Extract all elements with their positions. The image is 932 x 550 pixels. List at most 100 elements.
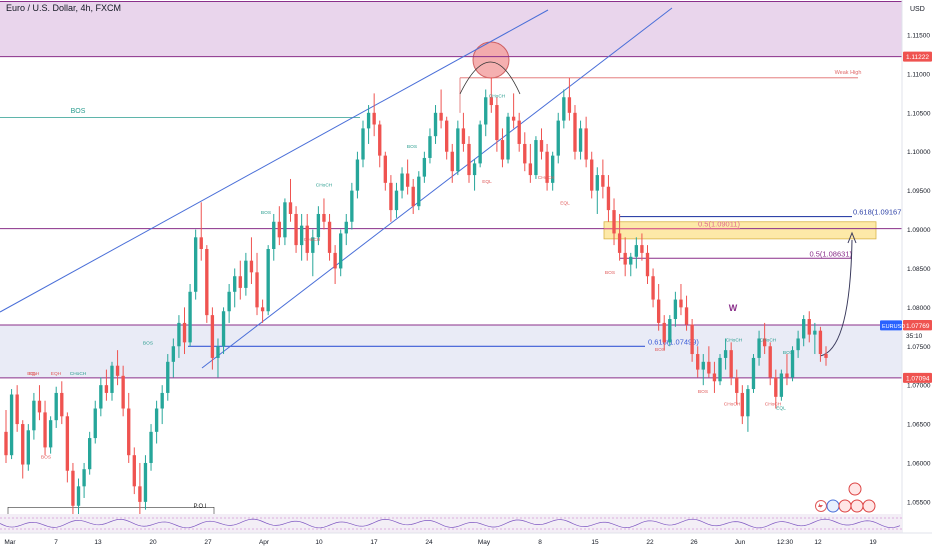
candle bbox=[478, 120, 482, 168]
candle bbox=[556, 112, 560, 164]
candle bbox=[154, 400, 159, 444]
candle-body bbox=[623, 252, 627, 265]
candle bbox=[467, 136, 471, 183]
candle bbox=[149, 424, 153, 471]
candle bbox=[199, 202, 203, 261]
candle bbox=[205, 245, 209, 323]
candle-body bbox=[545, 151, 549, 183]
candle-body bbox=[405, 173, 410, 187]
candle-body bbox=[143, 462, 148, 502]
candle-body bbox=[735, 377, 739, 393]
candle-body bbox=[333, 252, 337, 269]
candle-body bbox=[104, 385, 109, 393]
candle bbox=[65, 412, 70, 483]
candle-body bbox=[54, 392, 58, 421]
candle bbox=[813, 322, 817, 355]
candle-body bbox=[366, 112, 371, 129]
candle-body bbox=[511, 116, 516, 121]
candle-body bbox=[149, 431, 153, 463]
structure-label: BOS bbox=[698, 389, 708, 395]
candle-body bbox=[590, 159, 594, 191]
candle bbox=[612, 198, 616, 246]
candle bbox=[355, 151, 360, 199]
candle-body bbox=[76, 486, 81, 506]
candle bbox=[802, 315, 806, 347]
candle-body bbox=[578, 128, 583, 152]
candle-body bbox=[417, 176, 421, 207]
candle bbox=[690, 319, 694, 362]
candle-body bbox=[696, 354, 700, 370]
candle bbox=[779, 369, 784, 401]
candle-body bbox=[656, 299, 661, 323]
candle-body bbox=[299, 225, 304, 246]
candle-body bbox=[523, 143, 527, 164]
candle-body bbox=[450, 151, 454, 172]
candle bbox=[768, 342, 772, 386]
candle bbox=[249, 237, 254, 285]
candle bbox=[15, 385, 19, 432]
candle-body bbox=[651, 276, 655, 300]
annotation-label: BOS bbox=[71, 108, 86, 115]
candle bbox=[534, 136, 538, 179]
candle bbox=[445, 116, 449, 160]
candle bbox=[539, 128, 544, 160]
candle-body bbox=[484, 97, 488, 125]
candle-body bbox=[400, 173, 404, 191]
time-tick-label: 19 bbox=[869, 539, 877, 546]
candle bbox=[400, 167, 404, 199]
candle-body bbox=[411, 186, 415, 207]
structure-label: CHoCH bbox=[765, 401, 782, 407]
time-tick-label: 27 bbox=[204, 539, 212, 546]
candle bbox=[679, 284, 683, 316]
candle-body bbox=[15, 394, 19, 425]
candle bbox=[584, 116, 588, 168]
price-tick-label: 1.09500 bbox=[907, 188, 931, 195]
price-tick-label: 1.08500 bbox=[907, 266, 931, 273]
candle-body bbox=[322, 213, 326, 222]
candle bbox=[774, 369, 778, 409]
economic-events-icons[interactable] bbox=[815, 482, 876, 513]
oscillator-panel bbox=[0, 514, 902, 533]
candle bbox=[177, 315, 181, 358]
time-tick-label: 17 bbox=[370, 539, 378, 546]
candle-body bbox=[785, 373, 789, 378]
candle-body bbox=[768, 346, 772, 378]
candle-body bbox=[288, 202, 293, 214]
candle-body bbox=[796, 338, 800, 351]
candle-body bbox=[779, 373, 784, 397]
candle-body bbox=[166, 361, 170, 393]
candle bbox=[489, 77, 493, 113]
candle bbox=[288, 178, 293, 222]
candle-body bbox=[606, 186, 611, 211]
candle-body bbox=[807, 319, 811, 335]
candle bbox=[707, 346, 711, 378]
candle bbox=[389, 175, 393, 222]
candle bbox=[651, 268, 655, 308]
channel-lower-line bbox=[201, 7, 673, 369]
candle bbox=[110, 361, 114, 401]
candle bbox=[824, 346, 828, 366]
structure-label: CHoCH bbox=[724, 401, 741, 407]
candle-body bbox=[762, 338, 767, 347]
candle bbox=[411, 178, 415, 214]
candle bbox=[82, 462, 86, 498]
candle bbox=[238, 260, 242, 300]
candle-body bbox=[595, 175, 599, 191]
channel-upper-line bbox=[0, 9, 549, 313]
time-tick-label: 24 bbox=[425, 539, 433, 546]
candle-body bbox=[110, 365, 114, 393]
candle bbox=[550, 151, 555, 191]
candle-body bbox=[489, 97, 493, 106]
candle bbox=[545, 143, 549, 191]
candle-body bbox=[177, 322, 181, 347]
candle-body bbox=[121, 375, 125, 409]
target-circle bbox=[472, 41, 510, 79]
candle-body bbox=[154, 408, 159, 432]
candle-body bbox=[171, 346, 176, 362]
candle bbox=[21, 420, 25, 479]
candle-body bbox=[188, 291, 192, 343]
time-tick-label: 10 bbox=[315, 539, 323, 546]
fib-label-2: 0.5(1.08631) bbox=[809, 249, 852, 258]
